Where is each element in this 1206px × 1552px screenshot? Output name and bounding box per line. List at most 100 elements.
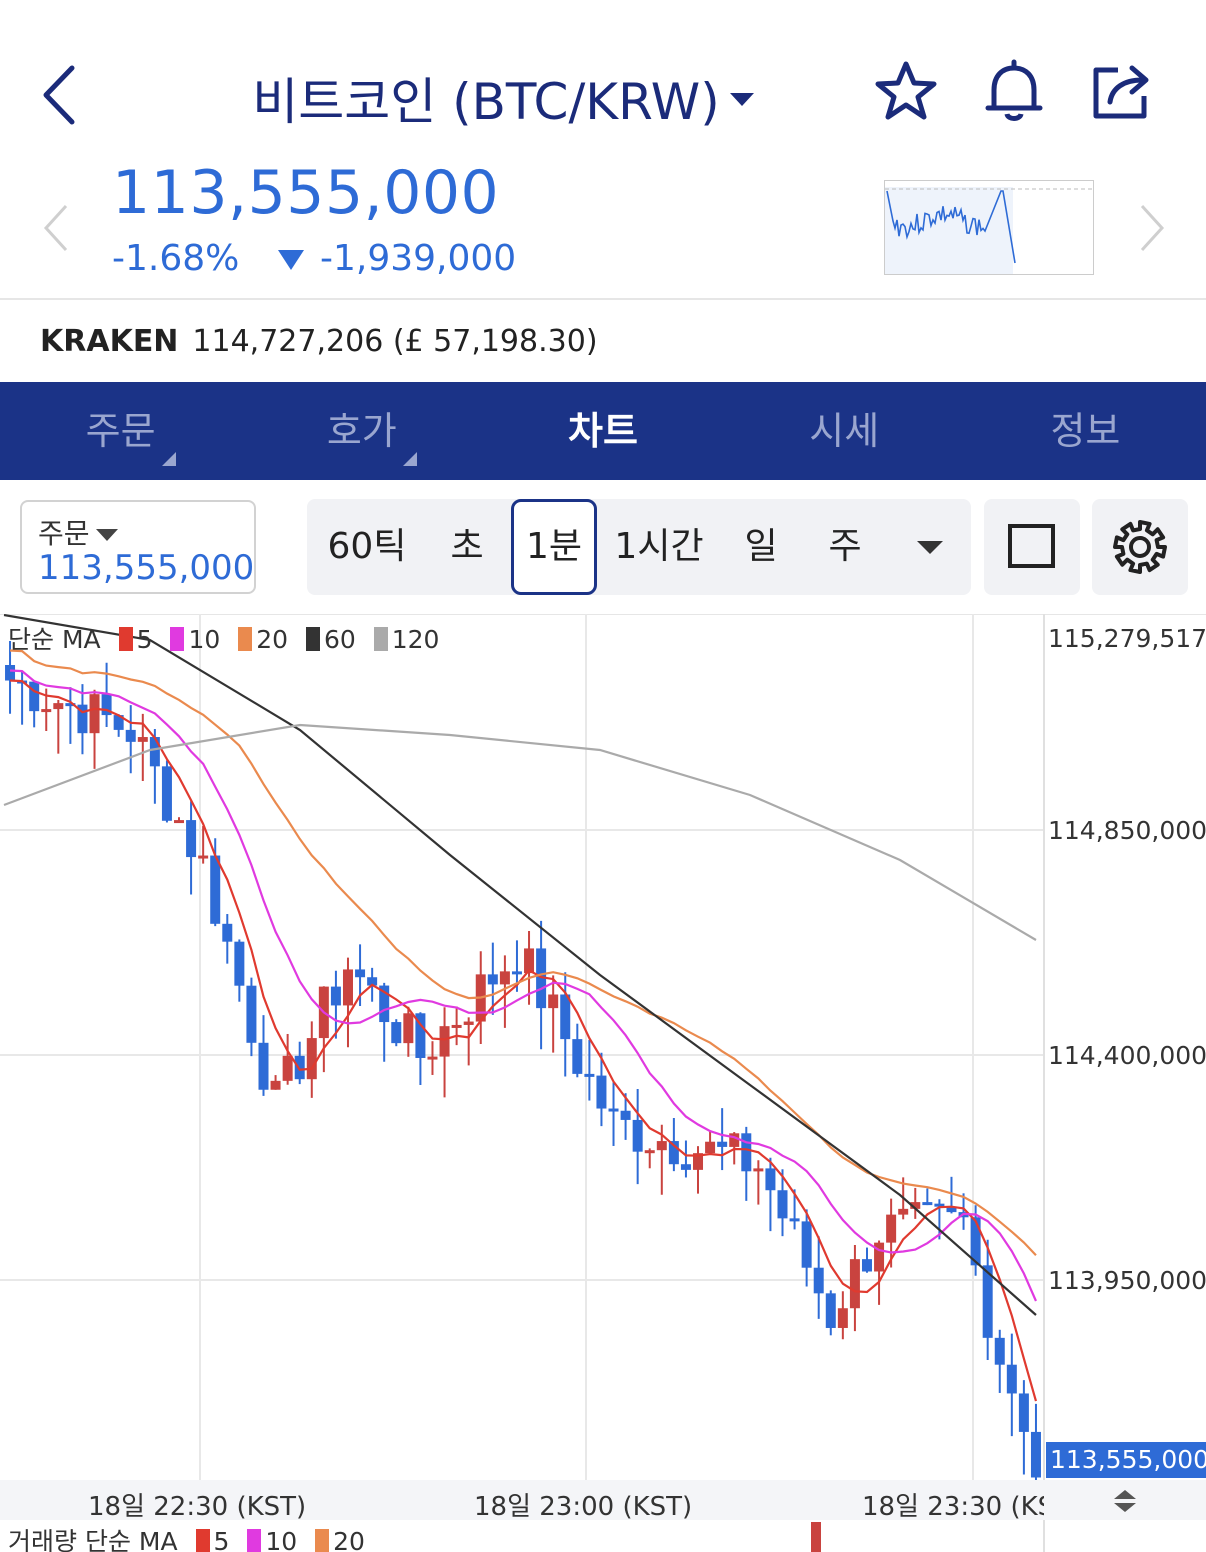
candle [282, 1033, 293, 1085]
candle [970, 1205, 981, 1276]
candle [644, 1148, 655, 1169]
ma120-line [3, 723, 1037, 941]
timeframe-1hour[interactable]: 1시간 [614, 526, 704, 567]
back-arrow-icon[interactable] [36, 60, 86, 130]
candle [801, 1209, 812, 1287]
chevron-down-icon [729, 93, 754, 106]
tab-quotes[interactable]: 시세 [809, 409, 880, 453]
ma5-line [9, 679, 1038, 1402]
candle [29, 681, 40, 728]
bell-icon[interactable] [980, 58, 1048, 126]
candle [318, 986, 329, 1073]
candle [198, 826, 209, 864]
candle [753, 1160, 764, 1205]
candle [222, 914, 233, 964]
candle [705, 1130, 716, 1155]
ma5-swatch [118, 627, 133, 651]
ma60-swatch [305, 627, 320, 651]
candle [1018, 1380, 1029, 1475]
down-triangle-icon [278, 250, 304, 270]
timeframe-selector: 60틱 초 1분 1시간 일 주 [307, 499, 971, 595]
candle [258, 1015, 269, 1096]
ma10-swatch [170, 627, 185, 651]
candle [65, 687, 76, 744]
mini-price-chart[interactable] [884, 180, 1094, 275]
candle [1006, 1333, 1017, 1437]
candle [306, 1021, 317, 1098]
candle [113, 714, 124, 737]
axis-scale-icon[interactable] [1112, 1488, 1138, 1514]
candle [632, 1089, 643, 1185]
prev-market-arrow-icon[interactable] [40, 202, 74, 254]
candle [608, 1082, 619, 1146]
y-axis-label: 113,950,000 [1048, 1266, 1206, 1295]
gear-icon [1113, 520, 1167, 574]
timeframe-60tick[interactable]: 60틱 [327, 526, 407, 567]
ma20-line [9, 649, 1037, 1257]
candle [463, 1017, 474, 1066]
current-price-marker: 113,555,000 [1046, 1442, 1206, 1478]
candle [234, 939, 245, 1002]
kraken-label: KRAKEN [40, 324, 179, 359]
square-icon [1008, 524, 1055, 568]
tab-info[interactable]: 정보 [1050, 409, 1121, 453]
tab-chart[interactable]: 차트 [568, 409, 638, 453]
y-axis-label: 114,400,000 [1048, 1041, 1206, 1070]
timeframe-more-icon[interactable] [917, 541, 943, 554]
candle [379, 982, 390, 1062]
ma-legend-label: 단순 MA [8, 625, 101, 654]
candle [861, 1247, 872, 1273]
candlestick-chart[interactable] [0, 614, 1206, 1552]
candle [910, 1187, 921, 1219]
y-axis-label: 114,850,000 [1048, 816, 1206, 845]
candle [391, 1019, 402, 1047]
candle [874, 1240, 885, 1305]
candle [922, 1188, 933, 1206]
candle [693, 1146, 704, 1194]
timeframe-1min[interactable]: 1분 [511, 499, 597, 595]
y-axis-label: 115,279,517 [1048, 624, 1206, 653]
timeframe-day[interactable]: 일 [744, 526, 778, 567]
candle [717, 1108, 728, 1171]
candle [825, 1290, 836, 1336]
main-tabs: 주문 호가 차트 시세 정보 [0, 382, 1206, 480]
x-axis-label: 18일 22:30 (KST) [88, 1492, 307, 1522]
timeframe-week[interactable]: 주 [828, 526, 862, 567]
tab-order[interactable]: 주문 [0, 382, 241, 480]
candle [499, 955, 510, 1028]
candle [982, 1239, 993, 1360]
ma10-line [9, 669, 1037, 1302]
ma20-swatch [238, 627, 253, 651]
vol-ma20-swatch [315, 1529, 330, 1552]
candle [572, 1023, 583, 1078]
candle [294, 1041, 305, 1085]
market-selector[interactable]: 비트코인 (BTC/KRW) [0, 62, 1006, 134]
share-icon[interactable] [1088, 58, 1156, 126]
next-market-arrow-icon[interactable] [1134, 202, 1168, 254]
candle [427, 1041, 438, 1075]
tab-orderbook[interactable]: 호가 [241, 382, 482, 480]
current-price: 113,555,000 [112, 158, 500, 228]
order-button[interactable]: 주문 113,555,000 [20, 500, 256, 594]
kraken-reference-price: KRAKEN 114,727,206 (£ 57,198.30) [40, 324, 598, 359]
star-icon[interactable] [872, 58, 940, 126]
change-amount: -1,939,000 [320, 238, 517, 279]
candle [17, 671, 28, 725]
ma60-line [3, 614, 1037, 1316]
chart-settings-button[interactable] [1092, 499, 1188, 595]
price-chart[interactable]: 단순 MA 5 10 20 60 120 115,279,517 114,850… [0, 614, 1206, 1552]
candle [5, 640, 16, 714]
candle [596, 1052, 607, 1127]
candle [765, 1157, 776, 1232]
vol-ma10-swatch [247, 1529, 262, 1552]
fullscreen-button[interactable] [984, 499, 1080, 595]
volume-legend: 거래량 단순 MA 5 10 20 [8, 1522, 365, 1552]
candle [548, 975, 559, 1053]
candle [451, 1006, 462, 1046]
timeframe-second[interactable]: 초 [450, 526, 484, 567]
candle [246, 977, 257, 1057]
candle [53, 699, 64, 754]
divider [0, 298, 1206, 300]
corner-arrow-icon [403, 452, 418, 466]
candle [934, 1199, 945, 1240]
